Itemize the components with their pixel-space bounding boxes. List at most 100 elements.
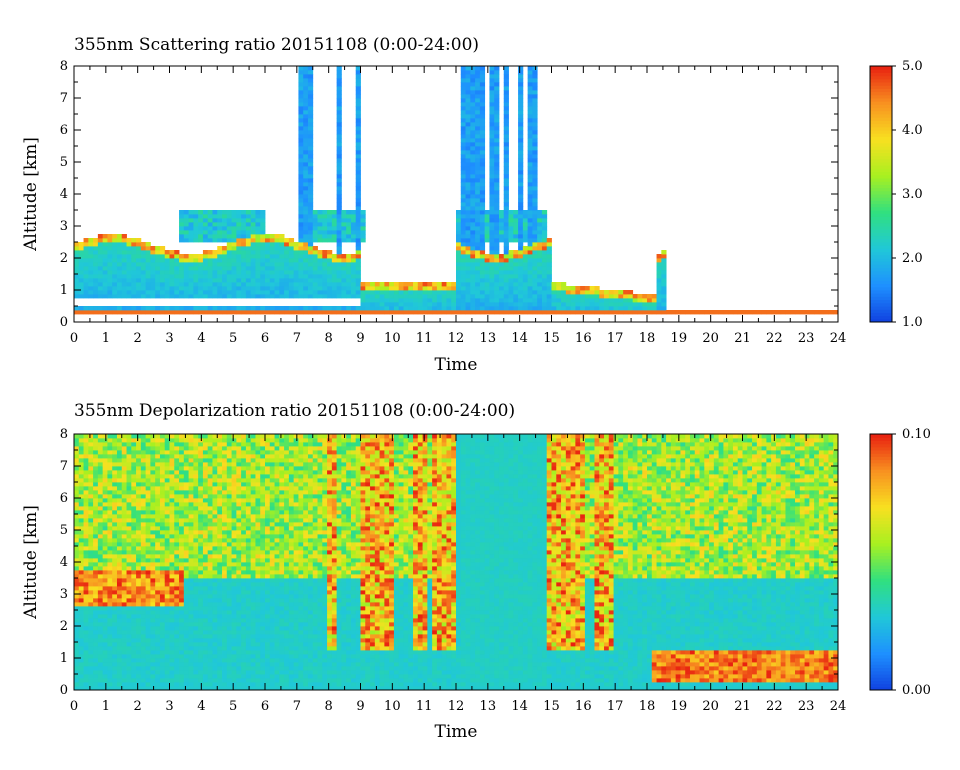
heatmap-cell xyxy=(222,622,228,627)
heatmap-cell xyxy=(503,182,509,187)
heatmap-cell xyxy=(131,238,137,243)
heatmap-cell xyxy=(245,290,252,295)
heatmap-cell xyxy=(207,258,213,263)
heatmap-cell xyxy=(93,686,99,691)
heatmap-cell xyxy=(169,542,175,547)
heatmap-cell xyxy=(307,226,314,231)
heatmap-cell xyxy=(169,666,175,671)
heatmap-cell xyxy=(150,646,156,651)
heatmap-cell xyxy=(188,454,194,459)
heatmap-cell xyxy=(355,130,361,135)
heatmap-cell xyxy=(121,530,127,535)
heatmap-cell xyxy=(159,462,166,467)
heatmap-cell xyxy=(226,234,232,239)
heatmap-cell xyxy=(188,674,194,679)
heatmap-cell xyxy=(479,298,486,303)
heatmap-cell xyxy=(159,606,166,611)
heatmap-cell xyxy=(561,282,567,287)
heatmap-cell xyxy=(140,678,147,683)
heatmap-cell xyxy=(346,226,352,231)
heatmap-cell xyxy=(159,646,166,651)
heatmap-cell xyxy=(465,110,471,115)
heatmap-cell xyxy=(183,562,189,567)
heatmap-cell xyxy=(83,506,89,511)
heatmap-cell xyxy=(97,542,104,547)
heatmap-cell xyxy=(198,514,204,519)
heatmap-cell xyxy=(465,102,471,107)
heatmap-cell xyxy=(102,586,108,591)
heatmap-cell xyxy=(307,82,314,87)
heatmap-cell xyxy=(183,458,189,463)
heatmap-cell xyxy=(183,286,189,291)
heatmap-cell xyxy=(541,274,548,279)
heatmap-cell xyxy=(350,294,357,299)
heatmap-cell xyxy=(97,590,104,595)
heatmap-cell xyxy=(417,310,423,315)
heatmap-cell xyxy=(107,506,113,511)
heatmap-cell xyxy=(365,294,371,299)
heatmap-cell xyxy=(150,666,156,671)
heatmap-cell xyxy=(503,218,509,223)
heatmap-cell xyxy=(212,646,218,651)
heatmap-cell xyxy=(307,286,314,291)
heatmap-cell xyxy=(121,678,127,683)
heatmap-cell xyxy=(136,438,142,443)
heatmap-cell xyxy=(126,266,132,271)
heatmap-cell xyxy=(432,298,438,303)
heatmap-cell xyxy=(212,554,218,559)
heatmap-cell xyxy=(527,174,533,179)
heatmap-cell xyxy=(222,218,228,223)
heatmap-cell xyxy=(527,298,533,303)
y-tick-label: 0 xyxy=(60,315,68,330)
heatmap-cell xyxy=(303,170,309,175)
heatmap-cell xyxy=(518,250,524,255)
heatmap-cell xyxy=(188,266,194,271)
heatmap-cell xyxy=(112,474,118,479)
heatmap-cell xyxy=(532,114,538,119)
heatmap-cell xyxy=(241,250,247,255)
heatmap-cell xyxy=(150,626,156,631)
heatmap-cell xyxy=(145,586,151,591)
heatmap-cell xyxy=(159,522,166,527)
heatmap-cell xyxy=(307,182,314,187)
heatmap-cell xyxy=(584,306,591,311)
heatmap-cell xyxy=(575,290,581,295)
heatmap-cell xyxy=(207,534,213,539)
heatmap-cell xyxy=(164,650,170,655)
heatmap-cell xyxy=(284,254,290,259)
heatmap-cell xyxy=(179,634,185,639)
heatmap-cell xyxy=(112,590,118,595)
heatmap-cell xyxy=(250,294,256,299)
heatmap-cell xyxy=(83,574,89,579)
heatmap-cell xyxy=(489,94,495,99)
y-tick-label: 1 xyxy=(60,283,68,298)
heatmap-cell xyxy=(159,614,166,619)
heatmap-cell xyxy=(150,550,156,555)
colorbar-segment xyxy=(870,238,892,243)
heatmap-cell xyxy=(236,270,242,275)
heatmap-cell xyxy=(150,678,156,683)
heatmap-cell xyxy=(164,290,170,295)
heatmap-cell xyxy=(484,266,490,271)
heatmap-cell xyxy=(102,618,108,623)
heatmap-cell xyxy=(116,678,123,683)
colorbar-tick-label: 3.0 xyxy=(902,187,923,202)
heatmap-cell xyxy=(83,290,89,295)
heatmap-cell xyxy=(518,270,524,275)
heatmap-cell xyxy=(150,310,156,315)
heatmap-cell xyxy=(164,482,170,487)
heatmap-cell xyxy=(121,466,127,471)
heatmap-cell xyxy=(508,290,514,295)
heatmap-cell xyxy=(164,574,170,579)
heatmap-cell xyxy=(74,554,80,559)
heatmap-cell xyxy=(456,222,462,227)
heatmap-cell xyxy=(93,266,99,271)
heatmap-cell xyxy=(183,306,189,311)
heatmap-cell xyxy=(522,226,529,231)
heatmap-cell xyxy=(112,278,118,283)
heatmap-cell xyxy=(116,686,123,691)
heatmap-cell xyxy=(97,266,104,271)
heatmap-cell xyxy=(222,246,228,251)
heatmap-cell xyxy=(207,630,213,635)
heatmap-cell xyxy=(198,538,204,543)
